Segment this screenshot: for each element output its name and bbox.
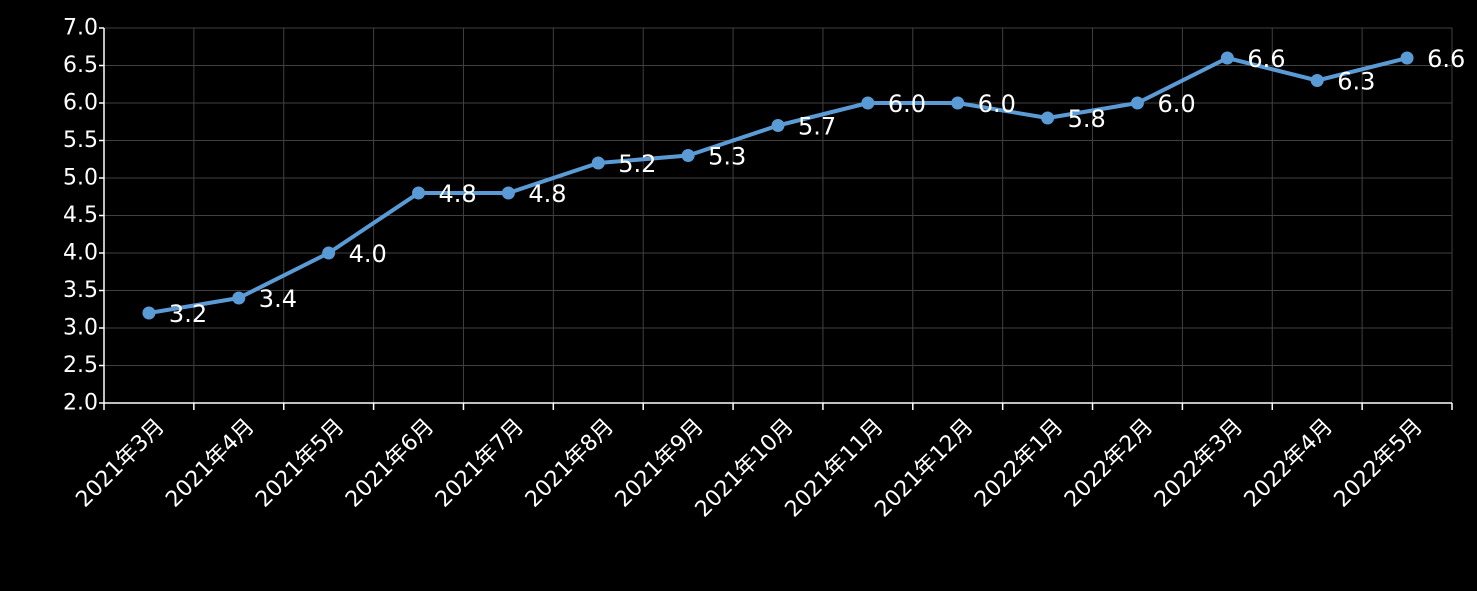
series-line-layer (146, 56, 1410, 315)
data-point (861, 96, 875, 110)
y-tick-label: 3.0 (63, 316, 98, 341)
axes (99, 27, 1453, 410)
x-tick-label: 2021年7月 (431, 414, 529, 512)
x-tick-label: 2021年3月 (71, 414, 169, 512)
data-point (771, 119, 785, 132)
x-tick-label: 2021年6月 (341, 414, 439, 512)
grid-lines (104, 27, 1453, 403)
y-tick-label: 4.0 (63, 241, 98, 266)
data-label: 5.3 (708, 143, 746, 171)
data-point (1041, 111, 1055, 125)
data-point (951, 96, 965, 110)
data-label: 6.0 (978, 90, 1016, 118)
series-line (146, 56, 1410, 315)
data-point (681, 149, 695, 162)
data-label: 5.8 (1068, 105, 1106, 133)
data-point (412, 186, 426, 200)
x-tick-label: 2022年5月 (1330, 414, 1428, 512)
data-point (1310, 74, 1324, 87)
data-points (142, 51, 1414, 320)
data-point (1400, 51, 1414, 65)
x-tick-label: 2022年3月 (1150, 414, 1248, 512)
data-label: 5.2 (618, 150, 656, 178)
y-tick-labels: 2.0 2.5 3.0 3.5 4.0 4.5 5.0 5.5 6.0 6.5 7.0 (63, 16, 98, 416)
data-label: 3.4 (259, 285, 297, 313)
y-tick-label: 2.5 (63, 353, 98, 378)
data-label: 6.0 (888, 90, 926, 118)
y-tick-label: 6.0 (63, 91, 98, 116)
data-point (1130, 96, 1144, 110)
x-tick-label: 2022年1月 (970, 414, 1068, 512)
y-tick-label: 6.5 (63, 53, 98, 78)
data-label: 6.6 (1427, 45, 1465, 73)
data-label: 4.0 (349, 240, 387, 268)
data-point (1220, 51, 1234, 65)
x-tick-label: 2021年5月 (251, 414, 349, 512)
x-tick-label: 2021年9月 (611, 414, 709, 512)
y-tick-label: 7.0 (63, 16, 98, 41)
data-point (142, 306, 156, 320)
data-label: 6.6 (1247, 45, 1285, 73)
y-tick-label: 3.5 (63, 278, 98, 303)
x-tick-label: 2022年4月 (1240, 414, 1338, 512)
x-tick-label: 2022年2月 (1060, 414, 1158, 512)
y-tick-label: 4.5 (63, 203, 98, 228)
y-tick-label: 2.0 (63, 391, 98, 416)
x-tick-labels: 2021年3月2021年4月2021年5月2021年6月2021年7月2021年… (71, 414, 1427, 522)
data-label: 6.3 (1337, 68, 1375, 96)
data-point (322, 246, 336, 260)
x-tick-label: 2021年4月 (161, 414, 259, 512)
y-tick-label: 5.5 (63, 128, 98, 153)
data-label: 3.2 (169, 300, 207, 328)
data-point (232, 291, 246, 305)
data-labels: 3.2 3.4 4.0 4.8 4.8 5.2 5.3 5.7 6.0 6.0 5.8 6.0 6.6 6… (169, 45, 1465, 328)
data-label: 5.7 (798, 113, 836, 141)
data-label: 6.0 (1157, 90, 1195, 118)
y-tick-label: 5.0 (63, 166, 98, 191)
data-point (501, 186, 515, 200)
data-label: 4.8 (439, 180, 477, 208)
data-label: 4.8 (528, 180, 566, 208)
data-point (591, 156, 605, 170)
x-tick-label: 2021年8月 (521, 414, 619, 512)
